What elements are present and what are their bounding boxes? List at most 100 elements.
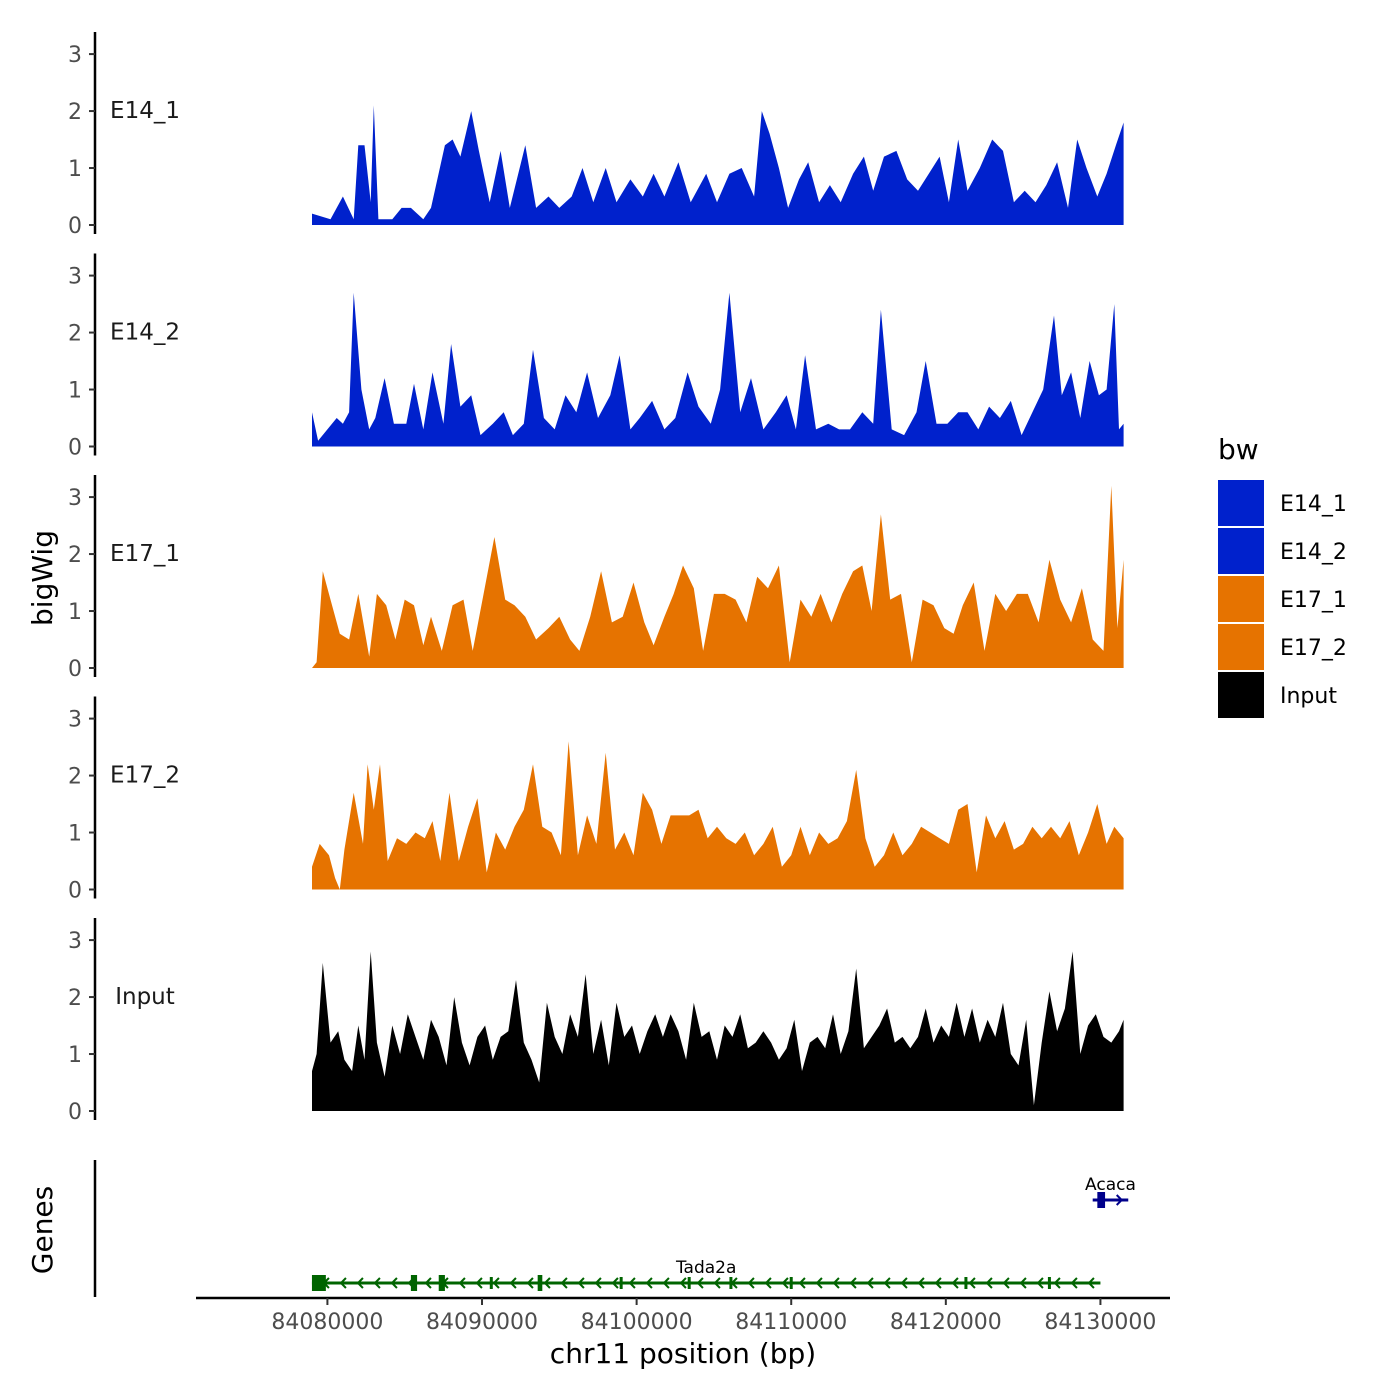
gene-exon — [311, 1275, 326, 1291]
strand-chevron — [849, 1277, 857, 1289]
strand-chevron — [594, 1277, 602, 1289]
gene-models: Tada2a Acaca — [311, 1175, 1136, 1291]
legend-key-input — [1218, 672, 1264, 718]
y-tick-label: 2 — [68, 986, 82, 1011]
y-tick-label: 3 — [68, 265, 82, 290]
strand-chevron — [764, 1277, 772, 1289]
track-label: E14_2 — [110, 320, 180, 346]
strand-chevron — [662, 1277, 670, 1289]
strand-chevron — [475, 1277, 483, 1289]
strand-chevron — [543, 1277, 551, 1289]
strand-chevron — [1070, 1277, 1078, 1289]
y-tick-label: 3 — [68, 929, 82, 954]
strand-chevron — [1053, 1277, 1061, 1289]
track-label: E17_1 — [110, 541, 180, 567]
strand-chevron — [611, 1277, 619, 1289]
strand-chevron — [1019, 1277, 1027, 1289]
strand-chevron — [1115, 1194, 1124, 1206]
x-tick-label: 84120000 — [890, 1310, 1002, 1335]
y-tick-label: 2 — [68, 322, 82, 347]
strand-chevron — [832, 1277, 840, 1289]
strand-chevron — [577, 1277, 585, 1289]
strand-chevron — [339, 1277, 347, 1289]
strand-chevron — [645, 1277, 653, 1289]
x-axis-title: chr11 position (bp) — [550, 1337, 816, 1370]
coverage-area-input — [312, 951, 1124, 1111]
gene-exon — [410, 1275, 418, 1291]
strand-chevron — [628, 1277, 636, 1289]
y-tick-label: 3 — [68, 708, 82, 733]
strand-chevron — [951, 1277, 959, 1289]
strand-chevron — [424, 1277, 432, 1289]
gene-exon — [619, 1277, 623, 1289]
legend-key-e17_1 — [1218, 576, 1264, 622]
gene-acaca: Acaca — [1085, 1175, 1136, 1208]
strand-chevron — [390, 1277, 398, 1289]
gene-exon — [489, 1277, 493, 1289]
gene-exon — [537, 1275, 543, 1291]
y-tick-label: 3 — [68, 486, 82, 511]
x-tick-label: 84130000 — [1044, 1310, 1156, 1335]
y-tick-label: 0 — [68, 657, 82, 682]
strand-chevron — [458, 1277, 466, 1289]
y-axis-title: bigWig — [26, 530, 59, 626]
y-tick-label: 3 — [68, 43, 82, 68]
strand-chevron — [985, 1277, 993, 1289]
strand-chevron — [798, 1277, 806, 1289]
track-label: E14_1 — [110, 98, 180, 124]
y-tick-label: 1 — [68, 379, 82, 404]
legend-label: E14_2 — [1280, 540, 1347, 565]
strand-chevron — [696, 1277, 704, 1289]
strand-chevron — [1036, 1277, 1044, 1289]
strand-chevron — [815, 1277, 823, 1289]
strand-chevron — [934, 1277, 942, 1289]
y-tick-label: 2 — [68, 765, 82, 790]
y-tick-label: 1 — [68, 822, 82, 847]
strand-chevron — [900, 1277, 908, 1289]
strand-chevron — [1087, 1277, 1095, 1289]
gene-exon — [964, 1277, 968, 1289]
strand-chevron — [1002, 1277, 1010, 1289]
legend-key-e14_2 — [1218, 528, 1264, 574]
legend-entries: E14_1 E14_2 E17_1 E17_2 Input — [1218, 480, 1347, 718]
strand-chevron — [917, 1277, 925, 1289]
gene-exon — [729, 1277, 733, 1289]
strand-chevron — [526, 1277, 534, 1289]
x-tick-label: 84080000 — [271, 1310, 383, 1335]
strand-chevron — [373, 1277, 381, 1289]
track-label: E17_2 — [110, 763, 180, 789]
track-e14_2: 0 1 2 3 E14_2 — [68, 253, 1124, 461]
genes-panel: Tada2a Acaca — [93, 1160, 1136, 1297]
coverage-area-e17_2 — [312, 741, 1124, 890]
strand-chevron — [356, 1277, 364, 1289]
y-tick-label: 2 — [68, 543, 82, 568]
strand-chevron — [492, 1277, 500, 1289]
y-tick-label: 0 — [68, 1100, 82, 1125]
strand-chevron — [781, 1277, 789, 1289]
y-tick-label: 1 — [68, 1043, 82, 1068]
legend-label: E17_1 — [1280, 588, 1347, 613]
y-tick-label: 1 — [68, 600, 82, 625]
gene-exon — [687, 1277, 691, 1289]
y-tick-label: 1 — [68, 157, 82, 182]
track-e14_1: 0 1 2 3 E14_1 — [68, 32, 1124, 239]
track-e17_2: 0 1 2 3 E17_2 — [68, 696, 1124, 904]
legend-label: E17_2 — [1280, 636, 1347, 661]
legend-label: E14_1 — [1280, 492, 1347, 517]
x-axis: 84080000 84090000 84100000 84110000 84120000… — [196, 1296, 1170, 1370]
coverage-tracks: 0 1 2 3 E14_1 0 1 2 3 E14_2 0 1 2 3 E17_1 0 1 2 3 E17_2 0 1 2 3… — [68, 32, 1124, 1125]
gene-label: Acaca — [1085, 1175, 1136, 1195]
x-tick-label: 84110000 — [735, 1310, 847, 1335]
strand-chevron — [560, 1277, 568, 1289]
gene-tada2a: Tada2a — [311, 1258, 1101, 1291]
gene-label: Tada2a — [675, 1258, 736, 1278]
gene-exon — [438, 1275, 445, 1291]
coverage-area-e14_1 — [312, 105, 1124, 225]
strand-chevron — [866, 1277, 874, 1289]
legend-key-e14_1 — [1218, 480, 1264, 526]
x-axis-ticks: 84080000 84090000 84100000 84110000 84120000… — [271, 1298, 1156, 1335]
strand-chevron — [713, 1277, 721, 1289]
track-e17_1: 0 1 2 3 E17_1 — [68, 475, 1124, 682]
legend-label: Input — [1280, 684, 1337, 709]
